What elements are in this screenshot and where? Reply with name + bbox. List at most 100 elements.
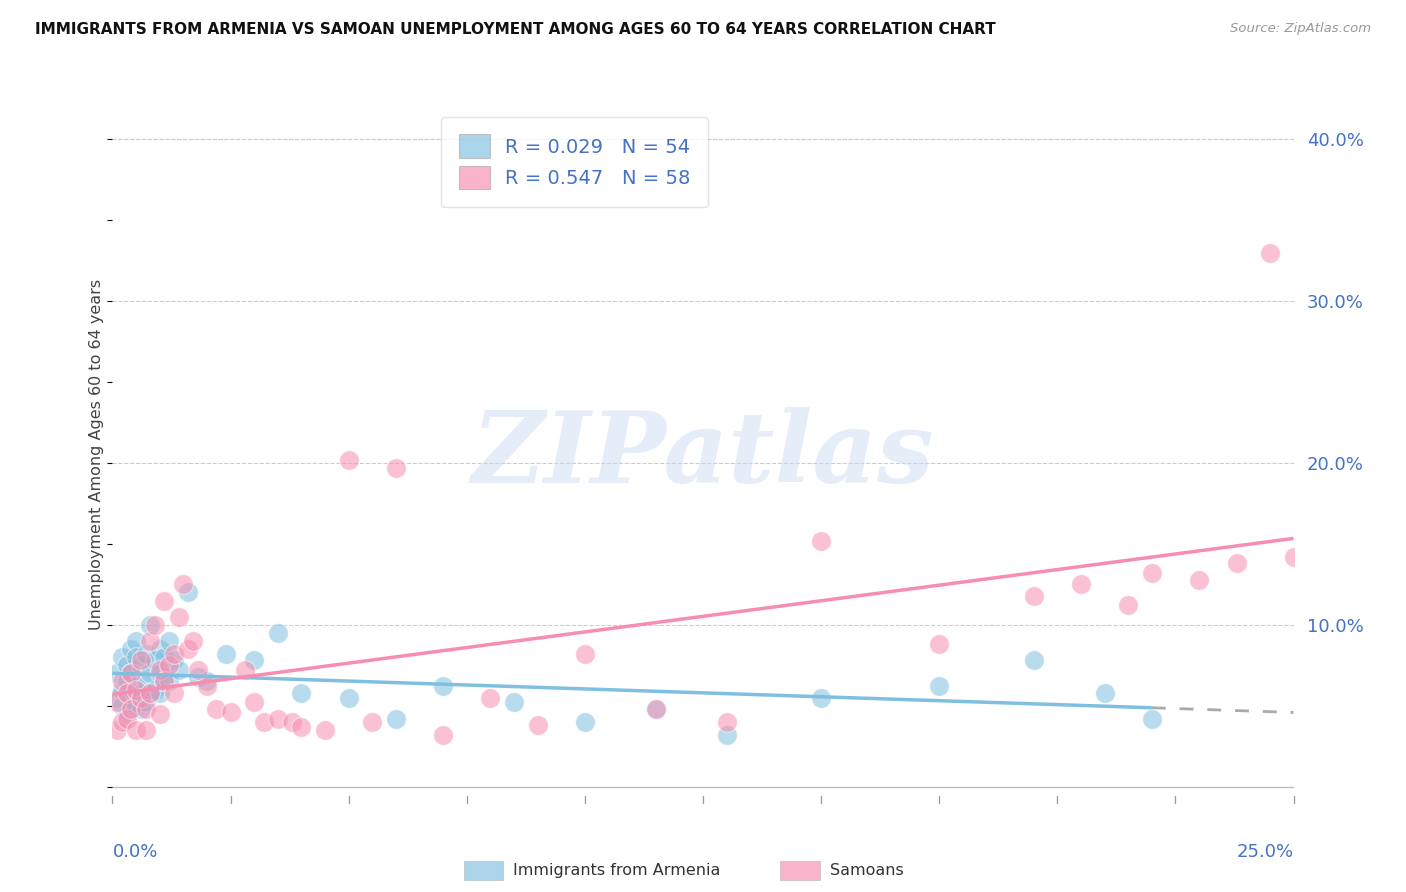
Point — [163, 647, 186, 661]
Text: 0.0%: 0.0% — [112, 843, 157, 862]
Point — [111, 682, 134, 697]
Point — [290, 686, 312, 700]
Point — [1094, 686, 1116, 700]
Point — [111, 650, 134, 665]
Point — [1140, 566, 1163, 580]
Point — [125, 679, 148, 693]
Point — [125, 682, 148, 697]
Text: Samoans: Samoans — [830, 863, 903, 878]
Point — [385, 461, 408, 475]
Point — [810, 690, 832, 705]
Point — [115, 686, 138, 700]
Point — [163, 653, 186, 667]
Point — [139, 634, 162, 648]
Point — [215, 647, 238, 661]
Point — [644, 702, 666, 716]
Point — [135, 702, 157, 716]
Point — [314, 723, 336, 737]
Point — [1022, 653, 1045, 667]
Point — [233, 663, 256, 677]
Point — [195, 674, 218, 689]
Point — [1188, 573, 1211, 587]
Point — [125, 650, 148, 665]
Point — [129, 690, 152, 705]
Point — [139, 617, 162, 632]
Point — [157, 674, 180, 689]
Point — [129, 658, 152, 673]
Point — [928, 679, 950, 693]
Point — [139, 666, 162, 681]
Point — [186, 670, 208, 684]
Point — [115, 712, 138, 726]
Point — [157, 658, 180, 673]
Point — [385, 712, 408, 726]
Point — [135, 723, 157, 737]
Point — [195, 679, 218, 693]
Point — [337, 690, 360, 705]
Point — [177, 642, 200, 657]
Point — [143, 617, 166, 632]
Point — [181, 634, 204, 648]
Point — [716, 714, 738, 729]
Point — [129, 686, 152, 700]
Point — [479, 690, 502, 705]
Text: Immigrants from Armenia: Immigrants from Armenia — [513, 863, 720, 878]
Point — [432, 679, 454, 693]
Point — [149, 686, 172, 700]
Point — [129, 653, 152, 667]
Point — [111, 714, 134, 729]
Point — [153, 593, 176, 607]
Point — [167, 663, 190, 677]
Point — [105, 690, 128, 705]
Point — [135, 647, 157, 661]
Point — [120, 642, 142, 657]
Point — [125, 723, 148, 737]
Point — [105, 696, 128, 710]
Text: IMMIGRANTS FROM ARMENIA VS SAMOAN UNEMPLOYMENT AMONG AGES 60 TO 64 YEARS CORRELA: IMMIGRANTS FROM ARMENIA VS SAMOAN UNEMPL… — [35, 22, 995, 37]
Point — [243, 653, 266, 667]
Point — [1022, 589, 1045, 603]
Point — [115, 706, 138, 721]
Point — [574, 647, 596, 661]
Point — [139, 686, 162, 700]
Point — [120, 702, 142, 716]
Point — [139, 686, 162, 700]
Point — [1116, 599, 1139, 613]
Point — [1226, 557, 1249, 571]
Point — [149, 642, 172, 657]
Point — [337, 452, 360, 467]
Point — [135, 674, 157, 689]
Point — [143, 653, 166, 667]
Point — [361, 714, 384, 729]
Legend: R = 0.029   N = 54, R = 0.547   N = 58: R = 0.029 N = 54, R = 0.547 N = 58 — [441, 117, 709, 207]
Point — [149, 706, 172, 721]
Point — [928, 637, 950, 651]
Point — [205, 702, 228, 716]
Point — [153, 650, 176, 665]
Point — [503, 696, 526, 710]
Point — [172, 577, 194, 591]
Point — [290, 720, 312, 734]
Point — [149, 666, 172, 681]
Point — [1070, 577, 1092, 591]
Point — [143, 682, 166, 697]
Point — [526, 718, 548, 732]
Point — [105, 666, 128, 681]
Point — [267, 712, 290, 726]
Y-axis label: Unemployment Among Ages 60 to 64 years: Unemployment Among Ages 60 to 64 years — [89, 279, 104, 631]
Point — [105, 723, 128, 737]
Point — [115, 674, 138, 689]
Point — [163, 686, 186, 700]
Text: Source: ZipAtlas.com: Source: ZipAtlas.com — [1230, 22, 1371, 36]
Point — [219, 705, 242, 719]
Point — [125, 698, 148, 713]
Point — [111, 698, 134, 713]
Point — [644, 702, 666, 716]
Point — [432, 728, 454, 742]
Point — [135, 696, 157, 710]
Point — [129, 702, 152, 716]
Point — [243, 696, 266, 710]
Point — [111, 674, 134, 689]
Point — [120, 666, 142, 681]
Point — [153, 674, 176, 689]
